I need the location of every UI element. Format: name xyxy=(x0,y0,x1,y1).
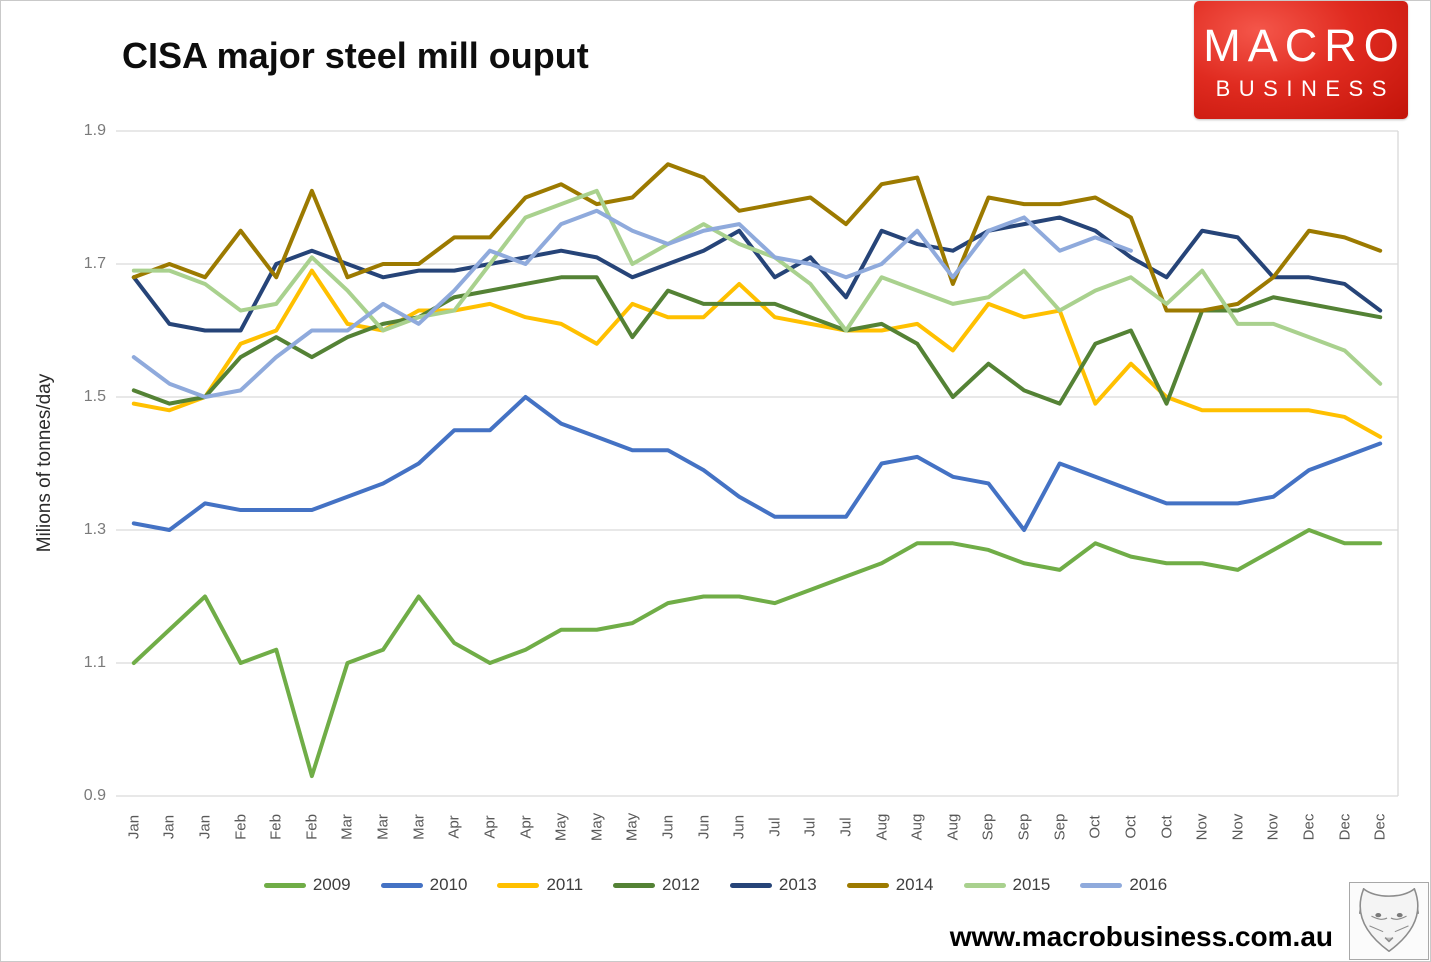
legend-item-2016: 2016 xyxy=(1080,875,1167,895)
legend-label: 2014 xyxy=(895,875,934,894)
macrobusiness-logo: MACRO BUSINESS xyxy=(1194,1,1408,119)
x-tick-label: Oct xyxy=(1158,815,1176,839)
legend-item-2012: 2012 xyxy=(613,875,700,895)
x-tick-label: May xyxy=(588,812,606,842)
x-tick-label: Mar xyxy=(410,814,428,840)
series-line-2012 xyxy=(131,275,1383,406)
x-tick-label: Aug xyxy=(908,813,926,841)
legend-swatch-2013 xyxy=(729,882,772,888)
x-tick-label: May xyxy=(552,812,570,842)
x-tick-label: Jan xyxy=(125,814,143,840)
legend-label: 2010 xyxy=(429,875,468,894)
x-tick-label: Aug xyxy=(873,813,891,841)
legend-swatch-2012 xyxy=(613,882,656,888)
logo-line2: BUSINESS xyxy=(1215,75,1395,101)
legend-swatch-2014 xyxy=(846,882,889,888)
x-tick-label: Sep xyxy=(1015,813,1033,841)
legend-label: 2009 xyxy=(312,875,351,894)
series-line-2014 xyxy=(131,162,1383,313)
x-tick-label: Jun xyxy=(659,814,677,840)
x-tick-label: Jan xyxy=(160,814,178,840)
legend-label: 2016 xyxy=(1129,875,1168,894)
legend-item-2014: 2014 xyxy=(846,875,934,895)
legend-swatch-2010 xyxy=(380,882,423,888)
series-line-2009 xyxy=(131,528,1383,779)
x-tick-label: Nov xyxy=(1229,813,1247,841)
legend-item-2009: 2009 xyxy=(263,875,351,895)
y-tick-label: 1.7 xyxy=(83,255,106,272)
y-tick-label: 1.1 xyxy=(83,654,106,671)
legend-swatch-2011 xyxy=(497,882,540,888)
x-tick-label: Oct xyxy=(1086,815,1104,839)
x-tick-label: Feb xyxy=(303,814,321,840)
series-line-2011 xyxy=(131,268,1383,439)
fox-sketch-icon xyxy=(1349,882,1429,960)
x-tick-label: May xyxy=(623,812,641,842)
x-tick-label: Jul xyxy=(766,817,784,837)
x-tick-label: Apr xyxy=(517,815,535,839)
x-tick-label: Mar xyxy=(374,814,392,840)
x-tick-label: Dec xyxy=(1336,813,1354,841)
logo-line1: MACRO xyxy=(1203,19,1406,71)
legend-swatch-2015 xyxy=(963,882,1006,888)
x-tick-label: Feb xyxy=(232,814,250,840)
x-tick-label: Jun xyxy=(695,814,713,840)
y-tick-label: 0.9 xyxy=(83,787,106,804)
series-line-2016 xyxy=(131,208,1133,399)
x-tick-label: Sep xyxy=(979,813,997,841)
series-line-2013 xyxy=(131,215,1383,333)
legend-item-2011: 2011 xyxy=(497,875,583,895)
y-tick-label: 1.9 xyxy=(83,122,106,139)
x-tick-label: Jun xyxy=(730,814,748,840)
legend-label: 2015 xyxy=(1012,875,1051,894)
x-tick-label: Jan xyxy=(196,814,214,840)
x-tick-label: Apr xyxy=(481,815,499,839)
x-tick-label: Mar xyxy=(338,814,356,840)
x-tick-label: Jul xyxy=(801,817,819,837)
x-tick-label: Sep xyxy=(1051,813,1069,841)
x-tick-label: Dec xyxy=(1371,813,1389,841)
x-tick-label: Dec xyxy=(1300,813,1318,841)
footer-url-text: www.macrobusiness.com.au xyxy=(949,921,1333,952)
legend-label: 2011 xyxy=(546,875,584,894)
x-tick-label: Feb xyxy=(267,814,285,840)
x-tick-label: Apr xyxy=(445,815,463,839)
x-tick-label: Oct xyxy=(1122,815,1140,839)
chart-legend: 2009 2010 2011 2012 2013 2014 2015 2016 xyxy=(1,875,1430,895)
y-tick-label: 1.3 xyxy=(83,521,106,538)
legend-swatch-2009 xyxy=(263,882,306,888)
legend-item-2010: 2010 xyxy=(380,875,468,895)
legend-swatch-2016 xyxy=(1080,882,1123,888)
x-tick-label: Aug xyxy=(944,813,962,841)
legend-item-2013: 2013 xyxy=(729,875,817,895)
y-tick-label: 1.5 xyxy=(83,388,106,405)
series-line-2010 xyxy=(131,395,1383,532)
legend-label: 2012 xyxy=(662,875,700,894)
x-tick-label: Nov xyxy=(1264,813,1282,841)
legend-item-2015: 2015 xyxy=(963,875,1051,895)
x-tick-label: Jul xyxy=(837,817,855,837)
series-line-2015 xyxy=(131,188,1383,386)
legend-label: 2013 xyxy=(778,875,817,894)
chart-title: CISA major steel mill ouput xyxy=(122,35,589,76)
x-tick-label: Nov xyxy=(1193,813,1211,841)
